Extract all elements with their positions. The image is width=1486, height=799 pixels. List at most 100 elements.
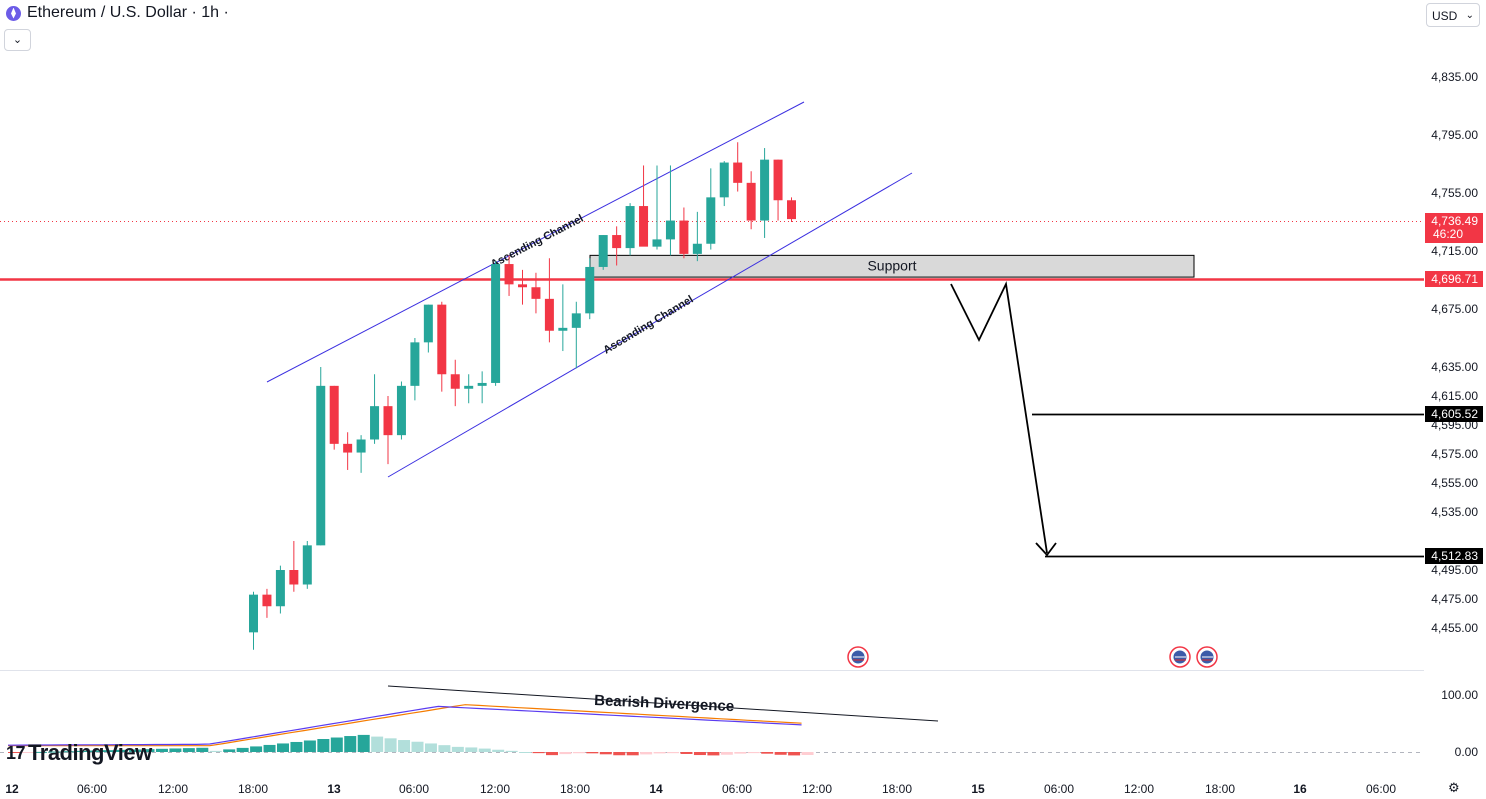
candle-bearish[interactable] xyxy=(437,304,447,375)
candle-bearish[interactable] xyxy=(531,287,541,299)
histogram-bar xyxy=(626,752,639,756)
candle-bullish[interactable] xyxy=(760,159,770,221)
candle-bearish[interactable] xyxy=(289,570,299,585)
candle-bullish[interactable] xyxy=(316,385,326,546)
candle-bullish[interactable] xyxy=(491,264,501,383)
candle-bearish[interactable] xyxy=(383,406,393,436)
candle-bearish[interactable] xyxy=(450,374,460,389)
candle-bullish[interactable] xyxy=(558,327,568,331)
histogram-bar xyxy=(142,749,155,752)
logo-text: TradingView xyxy=(28,740,152,765)
channel-lower-label: Ascending Channel xyxy=(601,293,695,356)
currency-selector[interactable]: USD ⌄ xyxy=(1426,3,1480,27)
histogram-bar xyxy=(667,752,680,754)
candle-bullish[interactable] xyxy=(275,570,285,607)
candle-bearish[interactable] xyxy=(733,162,743,183)
histogram-bar xyxy=(532,752,545,754)
candle-bullish[interactable] xyxy=(692,243,702,254)
histogram-bar xyxy=(774,752,787,755)
histogram-bar xyxy=(761,752,774,754)
candle-bearish[interactable] xyxy=(679,220,689,254)
histogram-bar xyxy=(492,749,505,752)
candle-bearish[interactable] xyxy=(612,235,622,249)
countdown-label: 46:20 xyxy=(1433,227,1463,241)
price-label: 4,736.49 xyxy=(1431,214,1478,228)
time-axis-tick: 18:00 xyxy=(560,782,590,796)
histogram-bar xyxy=(424,743,437,752)
chevron-down-icon: ⌄ xyxy=(1465,10,1474,21)
histogram-bar xyxy=(478,748,491,752)
ethereum-icon xyxy=(6,5,21,21)
histogram-bar xyxy=(263,744,276,752)
candle-bullish[interactable] xyxy=(249,594,258,633)
histogram-bar xyxy=(546,752,558,756)
candle-bullish[interactable] xyxy=(665,220,675,240)
arrow-head-icon xyxy=(1035,542,1057,557)
candle-bullish[interactable] xyxy=(477,382,487,386)
candle-bullish[interactable] xyxy=(356,439,366,453)
candle-bearish[interactable] xyxy=(343,443,353,453)
candle-bearish[interactable] xyxy=(262,594,272,607)
support-label: Support xyxy=(867,257,916,273)
histogram-bar xyxy=(129,749,142,752)
candle-bearish[interactable] xyxy=(329,385,339,444)
candle-bullish[interactable] xyxy=(464,385,474,389)
collapse-button[interactable]: ⌄ xyxy=(4,29,31,51)
histogram-bar xyxy=(250,746,263,752)
histogram-bar xyxy=(451,746,464,752)
time-axis-tick: 13 xyxy=(327,782,341,796)
histogram-bar xyxy=(559,752,572,755)
candle-bearish[interactable] xyxy=(787,200,796,220)
price-axis-tick: 4,475.00 xyxy=(1431,592,1478,606)
symbol-title: Ethereum / U.S. Dollar · 1h · xyxy=(27,4,229,21)
candle-bullish[interactable] xyxy=(370,406,380,440)
osc-axis-tick: 100.00 xyxy=(1441,688,1478,702)
time-axis-tick: 06:00 xyxy=(399,782,429,796)
candle-bullish[interactable] xyxy=(396,385,406,436)
histogram-bar xyxy=(613,752,626,756)
candle-bearish[interactable] xyxy=(544,298,554,331)
histogram-bar xyxy=(734,752,747,754)
signal-line xyxy=(8,704,802,747)
projection-path[interactable] xyxy=(950,280,1048,554)
candle-bullish[interactable] xyxy=(625,206,635,249)
time-axis-tick: 06:00 xyxy=(1044,782,1074,796)
candle-bullish[interactable] xyxy=(598,235,608,267)
candle-bullish[interactable] xyxy=(706,197,716,244)
symbol-header[interactable]: Ethereum / U.S. Dollar · 1h · xyxy=(6,4,229,22)
candle-bearish[interactable] xyxy=(746,182,756,221)
histogram-bar xyxy=(303,740,316,752)
candle-bullish[interactable] xyxy=(652,239,662,247)
price-label: 4,696.71 xyxy=(1431,272,1478,286)
price-axis-tick: 4,755.00 xyxy=(1431,186,1478,200)
candle-bearish[interactable] xyxy=(773,159,783,201)
candle-bullish[interactable] xyxy=(719,162,729,198)
candle-bearish[interactable] xyxy=(518,284,527,288)
chevron-down-icon: ⌄ xyxy=(12,34,23,46)
histogram-bar xyxy=(330,737,343,752)
time-axis-tick: 12:00 xyxy=(1124,782,1154,796)
candle-bullish[interactable] xyxy=(302,545,312,585)
histogram-bar xyxy=(75,750,88,752)
candle-bullish[interactable] xyxy=(585,266,595,314)
candle-bullish[interactable] xyxy=(571,313,581,328)
candle-bullish[interactable] xyxy=(410,342,420,386)
time-axis-tick: 06:00 xyxy=(1366,782,1396,796)
candle-bearish[interactable] xyxy=(504,264,514,285)
price-axis-tick: 4,795.00 xyxy=(1431,128,1478,142)
histogram-bar xyxy=(411,741,424,752)
divergence-line[interactable] xyxy=(387,685,939,722)
histogram-bar xyxy=(317,739,330,752)
candle-bullish[interactable] xyxy=(423,304,433,343)
currency-label: USD xyxy=(1432,9,1458,23)
channel-upper-line[interactable] xyxy=(266,101,805,383)
candle-bearish[interactable] xyxy=(639,206,649,247)
histogram-bar xyxy=(747,752,760,754)
histogram-bar xyxy=(640,752,653,755)
chart-settings-icon[interactable]: ⚙ xyxy=(1448,780,1460,795)
tradingview-logo[interactable]: 17 TradingView xyxy=(6,740,152,766)
channel-lower-line[interactable] xyxy=(387,172,913,478)
histogram-bar xyxy=(707,752,720,756)
price-label-bg xyxy=(1425,213,1483,243)
